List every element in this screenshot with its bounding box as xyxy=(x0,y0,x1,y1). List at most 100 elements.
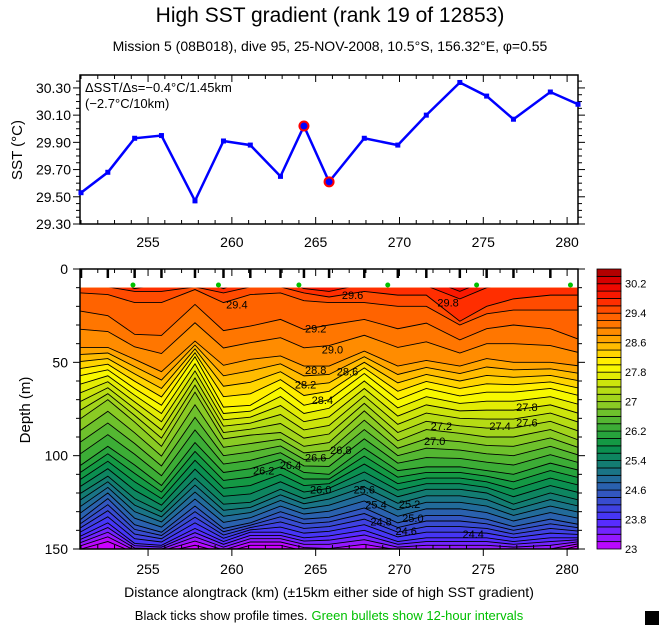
isotherm-line xyxy=(80,289,578,326)
x-tick-label: 260 xyxy=(220,561,244,577)
depth-y-axis-label: Depth (m) xyxy=(17,377,34,444)
sst-point xyxy=(484,93,490,99)
isotherm-line xyxy=(80,486,578,523)
contour-label: 27.2 xyxy=(431,421,452,433)
colorbar-label: 23.8 xyxy=(625,515,646,527)
temperature-band xyxy=(450,287,469,292)
y-tick-label: 29.30 xyxy=(36,216,71,232)
colorbar-band xyxy=(596,283,622,292)
y-tick-label: 100 xyxy=(45,448,69,464)
highlighted-gradient-point xyxy=(323,176,335,188)
colorbar-band xyxy=(596,415,622,425)
x-tick-label: 260 xyxy=(220,234,244,250)
colorbar-band xyxy=(596,393,622,403)
colorbar-band xyxy=(596,474,622,484)
sst-point xyxy=(132,135,138,141)
isotherm-line xyxy=(80,355,578,408)
contour-label: 24.8 xyxy=(370,517,391,529)
isotherm-line xyxy=(80,468,578,506)
isotherm-line xyxy=(80,516,578,543)
isotherm-line xyxy=(109,287,578,322)
colorbar-band xyxy=(596,497,622,506)
colorbar-label: 23 xyxy=(625,544,637,556)
contour-label: 25.4 xyxy=(365,500,386,512)
sst-point xyxy=(547,89,553,95)
isotherm-line xyxy=(80,391,578,448)
colorbar-label: 29.4 xyxy=(625,308,646,320)
colorbar-band xyxy=(596,342,622,351)
sst-point xyxy=(78,190,84,196)
isotherm-line xyxy=(80,527,578,548)
colorbar-band xyxy=(596,482,622,491)
isotherm-line xyxy=(80,481,578,518)
contour-label: 24.6 xyxy=(395,526,416,538)
twelve-hour-bullet xyxy=(567,282,573,288)
contour-label: 28.6 xyxy=(337,367,358,379)
colorbar-band xyxy=(596,364,622,373)
isotherm-line xyxy=(80,340,578,373)
y-tick-label: 30.30 xyxy=(36,80,71,96)
black-square-marker xyxy=(645,611,659,625)
y-tick-label: 150 xyxy=(45,541,69,557)
sst-axis-ticks: 255 260 265 270 275 280 30.30 30.10 29.90 29.70 29… xyxy=(36,75,585,250)
colorbar-band xyxy=(596,460,622,469)
y-tick-label: 29.70 xyxy=(36,162,71,178)
footnote-black-text: Black ticks show profile times. xyxy=(135,608,308,623)
colorbar-band xyxy=(596,526,622,535)
sst-series xyxy=(78,79,581,204)
y-tick-label: 50 xyxy=(52,354,68,370)
sst-point xyxy=(158,133,164,139)
contour-label: 27.6 xyxy=(516,418,537,430)
contour-label: 25.6 xyxy=(354,484,375,496)
colorbar-band xyxy=(596,312,622,321)
colorbar-band xyxy=(596,290,622,299)
sst-point xyxy=(247,142,253,148)
isotherm-line xyxy=(80,498,578,533)
isotherm-line xyxy=(80,416,578,467)
contour-label: 29.6 xyxy=(342,290,363,302)
colorbar-band xyxy=(596,275,622,285)
twelve-hour-bullet xyxy=(296,282,302,288)
colorbar-band xyxy=(596,327,622,336)
gradient-annotation-per-10km: (−2.7°C/10km) xyxy=(85,96,169,111)
x-tick-label: 265 xyxy=(304,561,328,577)
footnote-green-text: Green bullets show 12-hour intervals xyxy=(311,608,523,623)
sst-point xyxy=(361,135,367,141)
y-tick-label: 29.90 xyxy=(36,134,71,150)
colorbar-band xyxy=(596,533,622,543)
x-tick-label: 265 xyxy=(304,234,328,250)
contour-label: 25.0 xyxy=(402,513,423,525)
isotherm-line xyxy=(80,303,578,341)
isotherm-line xyxy=(80,344,578,381)
contour-label: 27.4 xyxy=(489,421,510,433)
x-tick-label: 275 xyxy=(472,234,496,250)
y-tick-label: 0 xyxy=(60,261,68,277)
sst-y-axis-label: SST (°C) xyxy=(9,120,26,180)
isotherm-line xyxy=(80,531,578,549)
colorbar-band xyxy=(596,357,622,366)
contour-label: 26.8 xyxy=(330,445,351,457)
colorbar-band xyxy=(596,489,622,498)
colorbar-band xyxy=(596,305,622,314)
twelve-hour-bullet xyxy=(130,282,136,288)
isotherm-line xyxy=(80,459,578,500)
colorbar-band xyxy=(596,541,622,550)
isotherm-line xyxy=(80,504,578,536)
colorbar: 30.2 29.4 28.6 27.8 27 26.2 25.4 24.6 23.8 23 xyxy=(596,268,646,556)
highlighted-gradient-point xyxy=(298,120,310,132)
contour-labels: 29.4 29.2 29.6 29.8 29.0 28.8 28.6 28.2 28.4 27.8… xyxy=(226,290,537,541)
colorbar-label: 30.2 xyxy=(625,279,646,291)
colorbar-band xyxy=(596,298,622,307)
chart-title: High SST gradient (rank 19 of 12853) xyxy=(156,4,505,27)
contour-label: 25.2 xyxy=(399,499,420,511)
twelve-hour-bullet xyxy=(215,282,221,288)
isotherm-line xyxy=(80,352,578,398)
isotherm-line xyxy=(80,522,578,546)
x-tick-label: 280 xyxy=(555,561,579,577)
distance-x-axis-label: Distance alongtrack (km) (±15km either s… xyxy=(124,584,534,600)
x-tick-label: 270 xyxy=(388,561,412,577)
footnote: Black ticks show profile times. Green bul… xyxy=(135,608,524,623)
section-plot-frame xyxy=(79,268,579,550)
y-tick-label: 29.50 xyxy=(36,189,71,205)
